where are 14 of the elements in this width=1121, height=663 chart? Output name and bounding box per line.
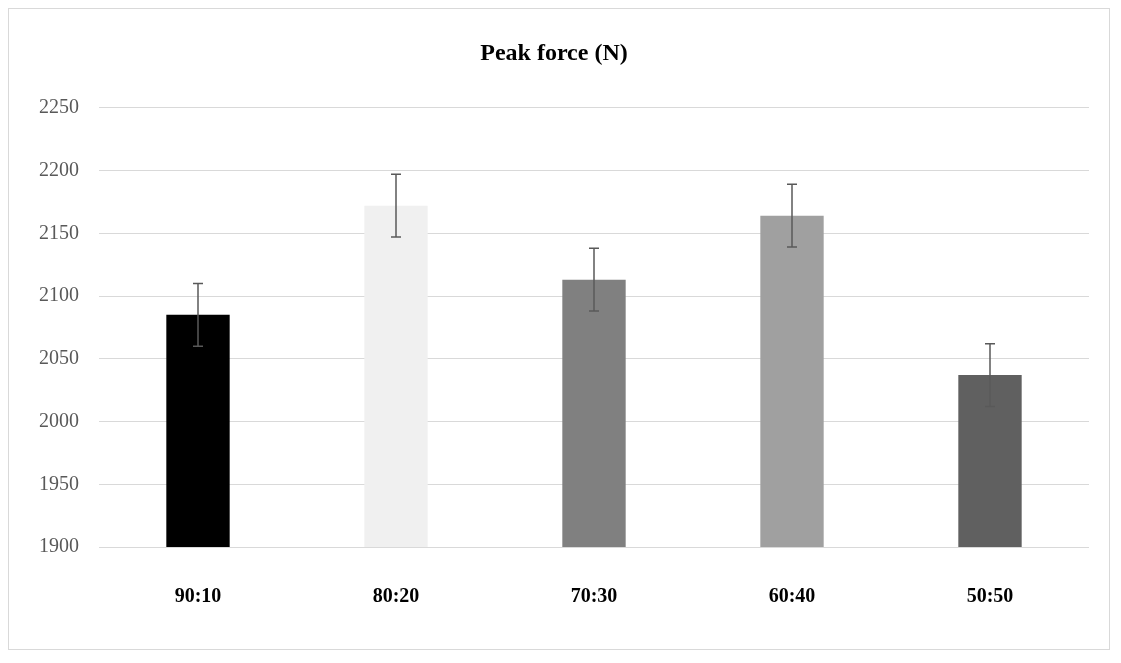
y-tick-label: 2100 [39, 283, 79, 306]
y-tick-label: 2150 [39, 220, 79, 243]
y-tick-label: 2200 [39, 157, 79, 180]
y-tick-label: 1950 [39, 471, 79, 494]
x-tick-label: 50:50 [966, 584, 1014, 607]
y-tick-label: 2000 [39, 408, 79, 431]
x-tick-label: 90:10 [174, 584, 222, 607]
x-tick-label: 80:20 [372, 584, 420, 607]
x-tick-label: 60:40 [768, 584, 816, 607]
chart-title: Peak force (N) [480, 38, 628, 65]
y-tick-label: 2250 [39, 95, 79, 118]
y-tick-label: 1900 [39, 534, 79, 557]
y-tick-label: 2050 [39, 346, 79, 369]
x-tick-label: 70:30 [570, 584, 618, 607]
